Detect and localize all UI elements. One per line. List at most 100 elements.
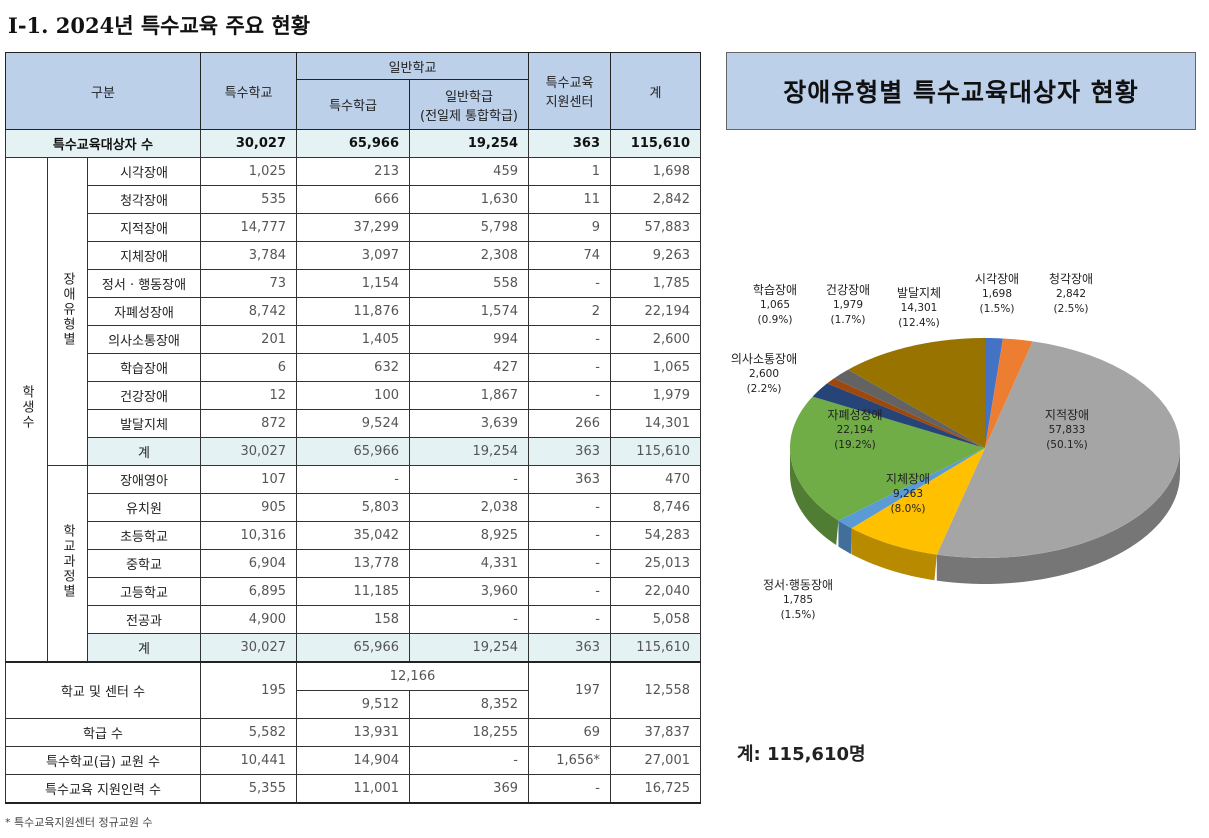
table-cell: 666 (296, 185, 410, 214)
row-label: 특수교육 지원인력 수 (5, 774, 201, 804)
schools-label: 학교 및 센터 수 (5, 661, 201, 719)
pie-label-name: 자폐성장애 (827, 408, 883, 422)
page-title: Ⅰ-1. 2024년 특수교육 주요 현황 (8, 13, 311, 38)
students-label-text: 학생수 (19, 385, 34, 430)
row-label: 시각장애 (87, 157, 201, 186)
table-cell: 74 (528, 241, 611, 270)
table-cell: - (528, 774, 611, 804)
row-label: 유치원 (87, 493, 201, 522)
table-cell: 11,185 (296, 577, 410, 606)
row-label: 계 (87, 437, 201, 466)
table-cell: 30,027 (200, 633, 297, 663)
table-cell: - (528, 325, 611, 354)
table-cell: 1,025 (200, 157, 297, 186)
table-cell: - (528, 269, 611, 298)
row-label: 초등학교 (87, 521, 201, 550)
row-label: 전공과 (87, 605, 201, 634)
table-cell: 10,441 (200, 746, 297, 775)
table-cell: 2,600 (610, 325, 701, 354)
table-cell: 69 (528, 718, 611, 747)
table-cell: 12,166 (296, 661, 529, 691)
pie-data-label: 지체장애 9,263 (8.0%) (886, 472, 930, 517)
table-cell: 11 (528, 185, 611, 214)
chart-title: 장애유형별 특수교육대상자 현황 (726, 52, 1196, 130)
table-cell: 14,777 (200, 213, 297, 242)
header-category: 구분 (5, 52, 201, 130)
pie-label-name: 시각장애 (974, 272, 1020, 286)
table-cell: 12,558 (610, 661, 701, 719)
header-general-class-1: 일반학급 (445, 89, 493, 105)
table-cell: 18,255 (409, 718, 529, 747)
table-cell: - (409, 605, 529, 634)
table-cell: 115,610 (610, 437, 701, 466)
table-cell: 10,316 (200, 521, 297, 550)
pie-label-pct: (1.7%) (830, 314, 866, 326)
table-cell: 19,254 (409, 633, 529, 663)
header-special-class: 특수학급 (296, 79, 410, 130)
pie-label-value: 1,979 (832, 299, 864, 311)
table-cell: 994 (409, 325, 529, 354)
header-total: 계 (610, 52, 701, 130)
table-cell: 158 (296, 605, 410, 634)
table-cell: 427 (409, 353, 529, 382)
table-cell: 535 (200, 185, 297, 214)
table-cell: 30,027 (200, 129, 297, 158)
table-cell: - (296, 465, 410, 494)
table-cell: 1,698 (610, 157, 701, 186)
table-cell: - (528, 353, 611, 382)
table-cell: 107 (200, 465, 297, 494)
pie-label-pct: (2.5%) (1053, 303, 1089, 315)
table-cell: 14,904 (296, 746, 410, 775)
table-cell: - (528, 605, 611, 634)
table-cell: 363 (528, 437, 611, 466)
table-cell: 9,512 (296, 690, 410, 719)
table-cell: 65,966 (296, 633, 410, 663)
table-cell: 9,524 (296, 409, 410, 438)
table-cell: 6 (200, 353, 297, 382)
table-cell: 5,798 (409, 213, 529, 242)
table-cell: 5,355 (200, 774, 297, 804)
table-cell: 13,931 (296, 718, 410, 747)
table-cell: 1,656* (528, 746, 611, 775)
row-label: 지체장애 (87, 241, 201, 270)
pie-data-label: 지적장애 57,833 (50.1%) (1045, 408, 1089, 453)
table-cell: 2,038 (409, 493, 529, 522)
target-row-label: 특수교육대상자 수 (5, 129, 201, 158)
table-cell: 35,042 (296, 521, 410, 550)
pie-data-label: 정서·행동장애 1,785 (1.5%) (763, 578, 833, 623)
table-cell: 25,013 (610, 549, 701, 578)
table-cell: 2,308 (409, 241, 529, 270)
table-cell: 37,299 (296, 213, 410, 242)
header-general-class-2: (전일제 통합학급) (420, 108, 518, 124)
pie-label-name: 지적장애 (1044, 408, 1090, 422)
table-cell: 73 (200, 269, 297, 298)
table-cell: 13,778 (296, 549, 410, 578)
pie-label-pct: (1.5%) (979, 303, 1015, 315)
row-label: 건강장애 (87, 381, 201, 410)
pie-label-value: 57,833 (1048, 424, 1086, 436)
pie-label-pct: (1.5%) (780, 609, 816, 621)
row-label: 학급 수 (5, 718, 201, 747)
pie-slice-side (851, 528, 937, 581)
table-cell: 11,001 (296, 774, 410, 804)
pie-label-value: 22,194 (836, 424, 874, 436)
table-cell: 1,405 (296, 325, 410, 354)
pie-slice (985, 338, 1033, 448)
pie-label-name: 의사소통장애 (730, 352, 798, 366)
table-cell: 9,263 (610, 241, 701, 270)
table-cell: 1,154 (296, 269, 410, 298)
pie-label-name: 청각장애 (1048, 272, 1094, 286)
table-cell: 19,254 (409, 437, 529, 466)
header-center-1: 특수교육 (545, 76, 594, 91)
table-cell: 363 (528, 633, 611, 663)
table-cell: 201 (200, 325, 297, 354)
course-group: 학교과정별 (47, 465, 88, 663)
header-general-school: 일반학교 (296, 52, 529, 80)
pie-label-pct: (2.2%) (746, 383, 782, 395)
pie-label-value: 2,842 (1055, 288, 1087, 300)
pie-label-value: 1,698 (981, 288, 1013, 300)
pie-slice-side (936, 448, 1180, 584)
table-cell: 1 (528, 157, 611, 186)
table-cell: 27,001 (610, 746, 701, 775)
table-cell: 195 (200, 661, 297, 719)
